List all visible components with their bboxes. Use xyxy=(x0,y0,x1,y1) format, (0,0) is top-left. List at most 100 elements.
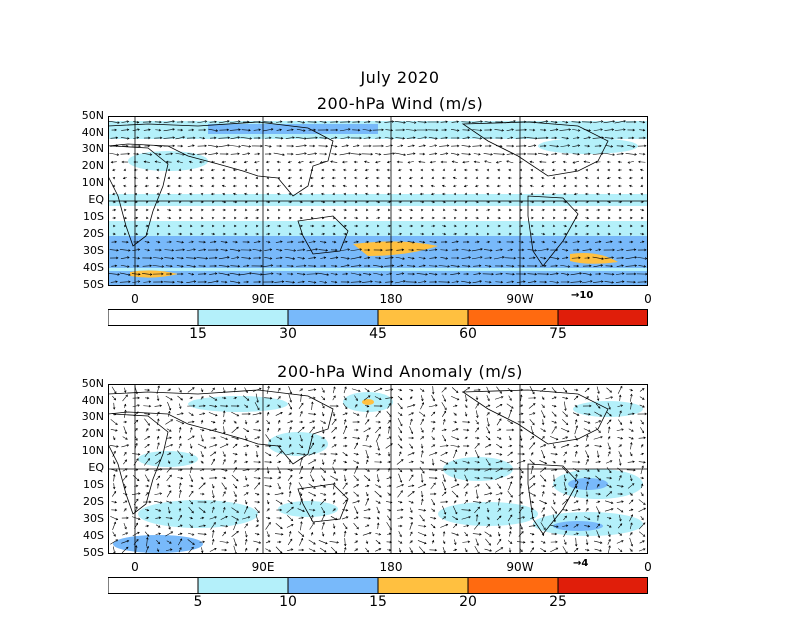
wind-vector-head xyxy=(554,468,558,472)
wind-vector-head xyxy=(489,144,492,148)
wind-vector xyxy=(122,475,128,481)
wind-vector xyxy=(220,241,228,243)
wind-map xyxy=(108,116,648,286)
wind-vector-head xyxy=(398,550,402,553)
wind-vector-head xyxy=(126,516,129,520)
wind-vector-head xyxy=(223,419,226,422)
wind-vector-head xyxy=(135,438,138,441)
wind-vector-head xyxy=(359,264,362,267)
wind-vector-head xyxy=(565,508,569,512)
wind-vector-head xyxy=(466,272,470,276)
wind-vector-head xyxy=(125,468,128,471)
wind-vector-head xyxy=(520,428,523,432)
wind-vector xyxy=(486,426,490,434)
wind-vector xyxy=(485,404,491,408)
wind-vector xyxy=(385,281,393,283)
wind-vector xyxy=(572,153,580,155)
wind-vector-head xyxy=(267,492,271,496)
wind-vector-head xyxy=(212,458,215,462)
wind-vector-head xyxy=(586,481,589,484)
wind-vector xyxy=(168,506,170,514)
wind-vector-head xyxy=(244,168,248,172)
wind-vector xyxy=(134,506,138,514)
wind-vector-head xyxy=(519,192,523,196)
wind-vector-head xyxy=(205,257,209,260)
wind-vector xyxy=(286,129,294,131)
wind-vector-head xyxy=(135,224,139,228)
wind-vector xyxy=(332,459,336,465)
wind-vector xyxy=(365,410,369,418)
wind-vector xyxy=(585,435,589,441)
wind-vector xyxy=(112,436,116,440)
wind-vector xyxy=(418,525,426,527)
wind-vector xyxy=(529,475,535,481)
wind-vector-head xyxy=(609,460,613,463)
wind-vector xyxy=(297,257,305,259)
wind-vector-head xyxy=(210,168,214,172)
wind-vector xyxy=(332,395,336,401)
wind-vector-head xyxy=(280,256,283,260)
wind-vector-head xyxy=(607,224,611,228)
wind-vector xyxy=(486,524,490,528)
wind-vector-head xyxy=(170,516,173,520)
wind-vector-head xyxy=(465,405,468,408)
coast-n-america xyxy=(461,121,609,177)
wind-vector xyxy=(308,389,316,391)
wind-vector xyxy=(451,281,459,283)
wind-vector xyxy=(506,403,514,409)
wind-vector-head xyxy=(315,136,318,140)
wind-vector xyxy=(430,517,436,519)
wind-vector-head xyxy=(128,280,131,284)
wind-vector-head xyxy=(199,168,203,172)
wind-vector-head xyxy=(137,280,141,283)
wind-vector xyxy=(551,153,557,155)
wind-vector xyxy=(374,396,382,400)
wind-vector-head xyxy=(201,396,204,399)
wind-vector-head xyxy=(399,224,402,228)
wind-vector-head xyxy=(214,547,217,551)
band-n-jet-core xyxy=(208,124,378,134)
wind-vector xyxy=(397,516,403,520)
wind-vector-head xyxy=(157,224,160,228)
anomaly-reference-vector: →4 xyxy=(573,558,588,569)
wind-vector xyxy=(267,412,269,416)
wind-vector-head xyxy=(288,530,292,534)
wind-vector-head xyxy=(290,272,294,276)
lat-label: 20N xyxy=(81,159,104,172)
wind-vector-head xyxy=(123,403,127,407)
wind-vector-head xyxy=(279,437,283,440)
wind-vector xyxy=(343,386,347,394)
wind-vector xyxy=(320,467,326,473)
wind-vector-head xyxy=(376,176,379,180)
wind-vector-head xyxy=(192,435,195,438)
wind-vector xyxy=(145,428,149,432)
wind-vector-head xyxy=(530,192,534,196)
wind-vector-head xyxy=(234,200,238,204)
wind-vector-head xyxy=(136,120,140,124)
wind-vector-head xyxy=(620,437,624,440)
wind-vector-head xyxy=(313,459,317,462)
wind-vector-head xyxy=(638,160,641,164)
wind-vector-head xyxy=(125,437,128,440)
wind-vector xyxy=(507,490,513,498)
wind-vector-head xyxy=(421,224,424,228)
wind-vector-head xyxy=(586,208,589,212)
wind-vector xyxy=(486,412,490,416)
wind-vector-head xyxy=(489,128,493,132)
lon-label: 90E xyxy=(251,560,275,574)
wind-vector-head xyxy=(333,492,336,495)
wind-vector xyxy=(451,241,459,243)
wind-vector-head xyxy=(380,248,383,252)
wind-vector xyxy=(241,129,251,131)
wind-vector xyxy=(495,476,503,480)
wind-vector-head xyxy=(292,136,295,139)
wind-vector-head xyxy=(332,414,336,417)
wind-vector-head xyxy=(611,128,615,131)
wind-vector-head xyxy=(356,516,359,519)
wind-vector-head xyxy=(180,397,183,401)
wind-vector-head xyxy=(375,184,379,188)
wind-vector-head xyxy=(586,434,589,438)
wind-vector xyxy=(363,427,371,433)
wind-vector-head xyxy=(565,256,569,260)
wind-vector-head xyxy=(179,443,182,446)
